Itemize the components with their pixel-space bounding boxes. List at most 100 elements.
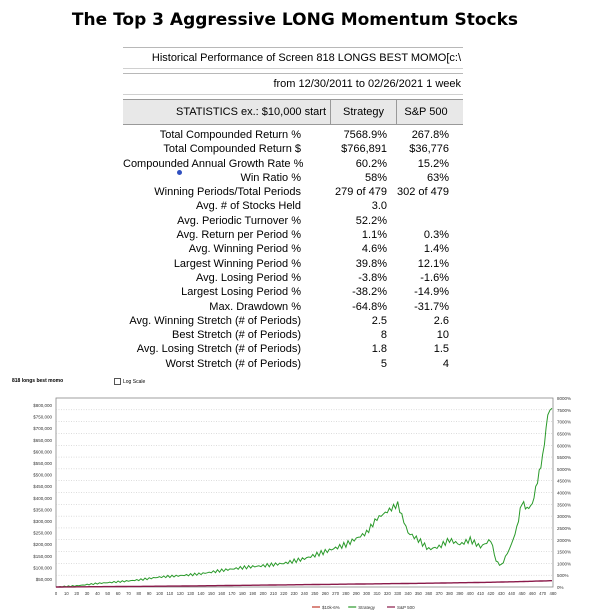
y-right-tick-label: 4000% [557,491,571,496]
stat-label: Best Stretch (# of Periods) [172,329,301,342]
table-row: Compounded Annual Growth Rate % 60.2% 15.2… [123,157,463,171]
x-tick-label: 320 [384,591,392,596]
x-tick-label: 70 [126,591,131,596]
x-tick-label: 390 [456,591,464,596]
legend-entry: $10k-6% [322,605,340,610]
strategy-value: 8 [380,329,387,342]
table-row: Avg. Periodic Turnover % 52.2% [123,214,463,228]
y-left-tick-label: $700,000 [33,426,52,431]
sp500-value: 4 [442,357,449,370]
strategy-value: -3.8% [358,271,387,284]
x-tick-label: 80 [136,591,141,596]
stat-label: Avg. Winning Period % [188,243,301,256]
x-tick-label: 90 [147,591,152,596]
y-right-tick-label: 2500% [557,526,571,531]
table-row: Best Stretch (# of Periods) 8 10 [123,328,463,342]
stat-label: Largest Losing Period % [181,286,301,299]
x-tick-label: 330 [394,591,402,596]
strategy-value: 4.6% [361,243,387,256]
report-column-headers: STATISTICS ex.: $10,000 start Strategy S… [123,99,463,125]
x-tick-label: 370 [436,591,444,596]
x-tick-label: 100 [156,591,164,596]
x-tick-label: 0 [55,591,58,596]
x-tick-label: 280 [342,591,350,596]
strategy-value: 7568.9% [343,129,387,141]
strategy-value: -64.8% [352,300,387,313]
y-left-tick-label: $750,000 [33,415,52,420]
y-right-tick-label: 6000% [557,443,571,448]
strategy-value: 58% [364,171,387,184]
strategy-value: $766,891 [341,143,387,156]
x-tick-label: 110 [167,591,174,596]
stat-label: Win Ratio % [240,171,301,184]
x-tick-label: 220 [280,591,288,596]
y-left-tick-label: $800,000 [33,403,52,408]
y-right-tick-label: 3000% [557,514,571,519]
x-tick-label: 200 [260,591,268,596]
y-left-tick-label: $200,000 [33,542,52,547]
y-left-tick-label: $600,000 [33,449,52,454]
table-row: Total Compounded Return % 7568.9% 267.8% [123,128,463,142]
x-tick-label: 250 [311,591,319,596]
log-scale-label: Log Scale [123,378,146,385]
sp500-value: 0.3% [423,229,449,242]
y-left-tick-label: $450,000 [33,484,52,489]
x-tick-label: 350 [415,591,423,596]
x-tick-label: 300 [363,591,371,596]
y-left-tick-label: $550,000 [33,461,52,466]
x-tick-label: 450 [518,591,526,596]
sp500-value: -31.7% [414,300,449,313]
strategy-value: -38.2% [352,286,387,299]
table-row: Avg. Losing Period % -3.8% -1.6% [123,271,463,285]
legend-entry: S&P 500 [397,605,415,610]
stat-label: Largest Winning Period % [173,257,301,270]
x-tick-label: 270 [332,591,340,596]
sp500-value: 10 [436,329,449,342]
y-right-tick-label: 500% [557,573,569,578]
equity-chart: 818 longs best momo Log Scale 8000% 7500%… [0,376,590,614]
x-tick-label: 340 [405,591,413,596]
sp500-value: 1.5 [433,343,449,356]
stat-label: Total Compounded Return % [159,129,301,141]
table-row: Avg. Return per Period % 1.1% 0.3% [123,228,463,242]
y-left-tick-label: $350,000 [33,507,52,512]
y-right-tick-label: 6500% [557,431,571,436]
y-right-tick-label: 0% [557,585,564,590]
table-row: Win Ratio % 58% 63% [123,171,463,185]
strategy-value: 39.8% [355,257,387,270]
table-row: Winning Periods/Total Periods 279 of 479 3… [123,185,463,199]
x-tick-label: 260 [322,591,330,596]
sp500-value: $36,776 [409,143,449,156]
table-row: Total Compounded Return $ $766,891 $36,776 [123,142,463,156]
x-tick-label: 130 [187,591,195,596]
stat-label: Avg. Winning Stretch (# of Periods) [129,314,301,327]
strategy-value: 1.8 [371,343,387,356]
x-tick-label: 210 [270,591,278,596]
log-scale-checkbox[interactable] [114,378,121,385]
col-sp500: S&P 500 [404,106,448,118]
sp500-value: 15.2% [417,157,449,170]
y-right-tick-label: 7500% [557,408,571,413]
log-scale-toggle[interactable]: Log Scale [114,378,145,385]
x-tick-label: 240 [301,591,309,596]
x-tick-label: 170 [229,591,237,596]
x-tick-label: 40 [95,591,100,596]
x-tick-label: 460 [529,591,537,596]
x-tick-label: 30 [85,591,90,596]
table-row: Avg. Winning Period % 4.6% 1.4% [123,242,463,256]
stat-label: Avg. Losing Period % [196,271,301,284]
sp500-value: -1.6% [420,271,449,284]
stat-label: Compounded Annual Growth Rate % [123,157,304,170]
x-tick-label: 440 [508,591,516,596]
x-tick-label: 480 [550,591,558,596]
x-tick-label: 310 [373,591,381,596]
y-right-tick-label: 4500% [557,479,571,484]
x-tick-label: 420 [487,591,495,596]
y-left-tick-label: $250,000 [33,531,52,536]
strategy-value: 5 [380,357,387,370]
stat-label: Worst Stretch (# of Periods) [165,357,301,370]
x-tick-label: 430 [498,591,506,596]
sp500-value: 2.6 [433,314,449,327]
stat-label: Avg. Return per Period % [176,229,301,242]
strategy-value: 1.1% [361,229,387,242]
